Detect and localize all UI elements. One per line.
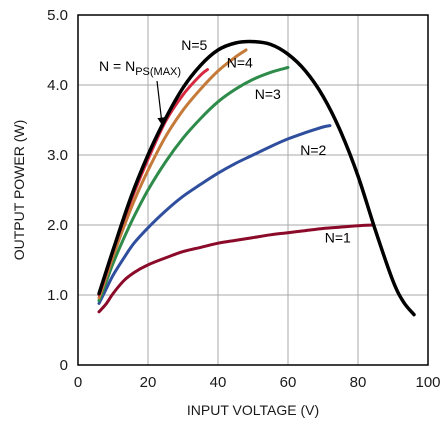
y-axis-title: OUTPUT POWER (W) bbox=[11, 120, 27, 261]
series-line-n-3 bbox=[97, 66, 290, 303]
y-tick-label: 1.0 bbox=[47, 287, 68, 304]
envelope-label-main: N = N bbox=[99, 58, 135, 74]
series-labels: N=5 N=4N=3 N=2 N=1 bbox=[181, 37, 351, 246]
series-label-n-4: N=4 bbox=[227, 55, 253, 71]
x-tick-label: 20 bbox=[140, 374, 157, 391]
grid bbox=[78, 15, 428, 365]
tick-labels: 0 20 40 60 80 100 0 1.0 2.0 3.0 4.0 5.0 bbox=[47, 7, 440, 391]
envelope-annotation: N = NPS(MAX) bbox=[99, 58, 181, 126]
x-tick-label: 80 bbox=[350, 374, 367, 391]
y-tick-label: 3.0 bbox=[47, 147, 68, 164]
x-tick-label: 100 bbox=[415, 374, 440, 391]
envelope-label-subscript: PS(MAX) bbox=[135, 66, 181, 78]
envelope-arrow bbox=[156, 80, 166, 126]
y-tick-label: 2.0 bbox=[47, 217, 68, 234]
plot-frame bbox=[77, 14, 429, 366]
series-label-n-5: N=5 bbox=[181, 37, 207, 53]
envelope-label: N = NPS(MAX) bbox=[99, 58, 181, 78]
series-line-n-1 bbox=[97, 223, 374, 314]
y-tick-label: 5.0 bbox=[47, 7, 68, 24]
series-label-n-2: N=2 bbox=[300, 142, 326, 158]
series-line-n-2 bbox=[97, 124, 332, 305]
x-axis-title: INPUT VOLTAGE (V) bbox=[187, 402, 319, 418]
series-label-n-3: N=3 bbox=[255, 86, 281, 102]
series-line-nps-max bbox=[97, 39, 416, 317]
series-layer bbox=[97, 39, 416, 317]
series-label-n-1: N=1 bbox=[325, 230, 351, 246]
y-tick-label: 4.0 bbox=[47, 77, 68, 94]
x-tick-label: 40 bbox=[210, 374, 227, 391]
x-tick-label: 60 bbox=[280, 374, 297, 391]
x-tick-label: 0 bbox=[74, 374, 82, 391]
y-tick-label: 0 bbox=[60, 357, 68, 374]
